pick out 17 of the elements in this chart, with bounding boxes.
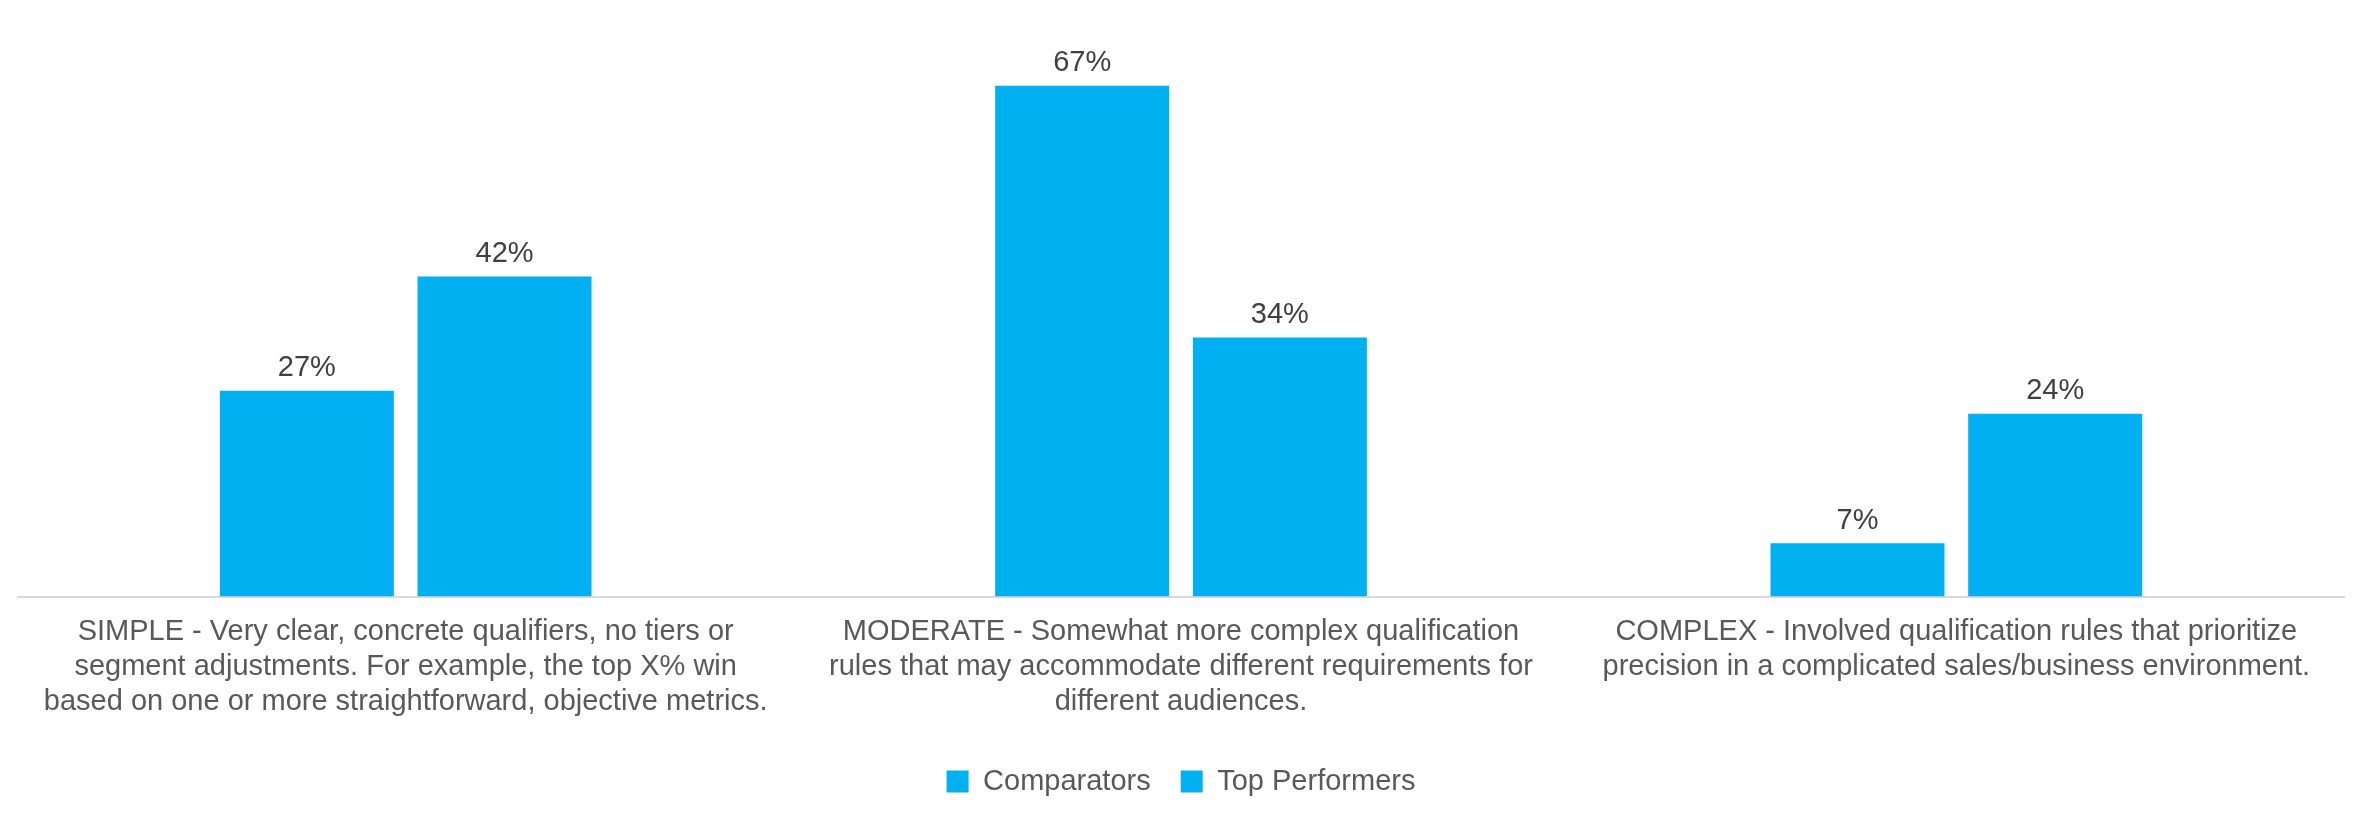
legend-label: Comparators [983,763,1151,796]
x-tick-label: COMPLEX - Involved qualification rules that prioritize precision in a complicated sales/business environment. [1602,614,2311,681]
bar [417,276,592,597]
x-tick-label: MODERATE - Somewhat more complex qualification rules that may accommodate different requirements for different audiences. [829,614,1534,716]
bar [1968,413,2143,597]
data-label: 24% [2026,373,2085,406]
data-label: 67% [1053,45,1112,78]
bar [1192,337,1367,597]
data-label: 34% [1250,296,1309,329]
legend-label: Top Performers [1217,763,1416,796]
data-label: 7% [1836,502,1879,535]
x-tick-label: SIMPLE - Very clear, concrete qualifiers, no tiers or segment adjustments. For example, the top X% win based on one or more straightforward, objective metrics. [43,614,768,716]
bar [219,390,394,597]
bar [1770,543,1945,597]
data-label: 42% [475,235,534,268]
bar [995,85,1170,597]
data-label: 27% [277,350,336,383]
